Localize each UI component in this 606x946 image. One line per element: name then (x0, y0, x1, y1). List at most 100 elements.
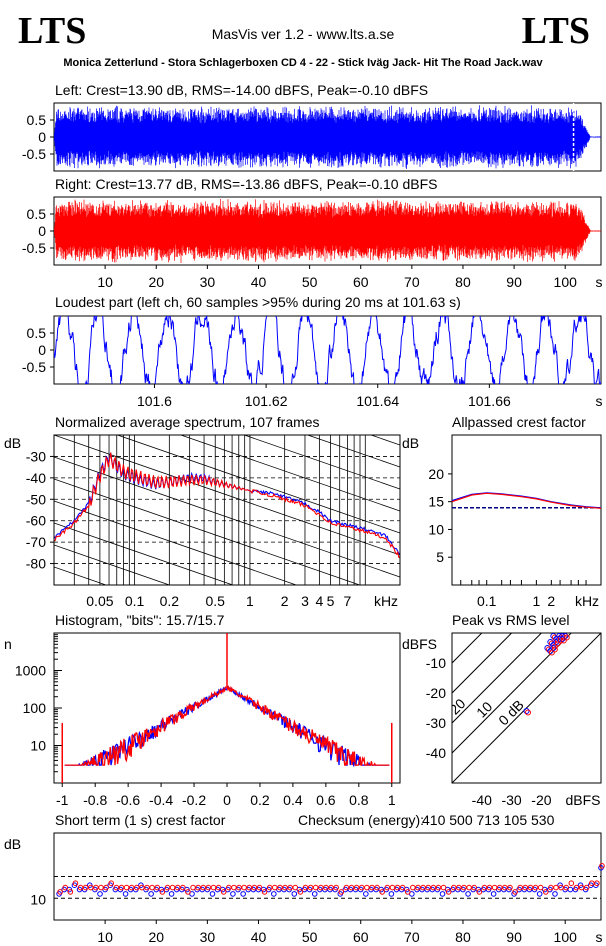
short-term-crest-right-point (174, 884, 181, 891)
short-term-crest-ylabel: dB (4, 836, 21, 852)
allpassed-crest-right-line (451, 492, 602, 509)
allpassed-crest-ytick-label: 15 (428, 494, 444, 510)
loudest-part-line (54, 316, 601, 384)
short-term-crest-left-point (465, 891, 471, 897)
short-term-crest-right-point (445, 889, 452, 895)
short-term-crest-left-point (291, 891, 298, 897)
file-name: Monica Zetterlund - Stora Schlagerboxen … (63, 57, 543, 69)
loudest-part-xtick-label: 101.66 (468, 393, 511, 409)
short-term-crest-xtick-label: 40 (251, 929, 267, 945)
right-waveform-xtick-label: 90 (506, 274, 522, 290)
short-term-crest-right-point (292, 884, 299, 891)
short-term-crest-right-point (532, 884, 539, 891)
short-term-crest-right-point (139, 884, 145, 891)
short-term-crest-right-point (144, 884, 150, 891)
logo-right: LTS (521, 10, 590, 52)
avg-spectrum-slope-line (179, 435, 400, 512)
short-term-crest-right-point (394, 884, 401, 891)
short-term-crest-left-point (148, 891, 154, 897)
short-term-crest-ytick-label: 10 (30, 891, 46, 907)
short-term-crest-xtick-label: 20 (148, 929, 164, 945)
loudest-part-xtick-label: 101.64 (356, 393, 399, 409)
avg-spectrum-slope-line (116, 435, 400, 534)
short-term-crest-right-point (82, 884, 89, 891)
short-term-crest-right-point (98, 884, 104, 891)
app-title: MasVis ver 1.2 - www.lts.a.se (211, 26, 395, 42)
histogram-xtick-label: 1 (388, 792, 396, 808)
short-term-crest-right-point (374, 884, 380, 891)
short-term-crest-right-point (200, 884, 207, 891)
short-term-crest-right-point (471, 884, 477, 891)
short-term-crest-right-point (558, 884, 564, 891)
peak-vs-rms-title: Peak vs RMS level (452, 612, 570, 628)
loudest-part-xtick-label: 101.62 (245, 393, 288, 409)
loudest-part-xunit: s (596, 393, 603, 409)
histogram-ytick-label: 1000 (15, 663, 46, 679)
short-term-crest-right-point (87, 884, 94, 891)
histogram-ylabel: n (4, 636, 12, 652)
loudest-part-title: Loudest part (left ch, 60 samples >95% d… (55, 294, 461, 310)
short-term-crest-right-point (502, 884, 508, 891)
histogram-xtick-label: -0.2 (182, 792, 206, 808)
short-term-crest-right-point (266, 884, 273, 891)
avg-spectrum-frame (53, 434, 401, 586)
short-term-crest-right-point (563, 884, 570, 891)
short-term-crest-right-point (205, 884, 212, 891)
short-term-crest-right-point (384, 884, 391, 891)
short-term-crest-xtick-label: 30 (200, 929, 216, 945)
short-term-crest-right-point (338, 889, 345, 895)
short-term-crest-right-point (404, 889, 411, 895)
left-waveform-waveform-path (54, 105, 601, 169)
short-term-crest-left-point (490, 891, 497, 897)
avg-spectrum-slope-line (54, 478, 361, 585)
short-term-crest-right-point (583, 884, 590, 891)
allpassed-crest-xtick-label: 1 (532, 593, 540, 609)
peak-vs-rms-crest-line (452, 633, 513, 694)
right-waveform-xtick-label: 50 (302, 274, 318, 290)
short-term-crest-right-point (573, 884, 580, 891)
loudest-part-ytick-label: -0.5 (22, 359, 46, 375)
short-term-crest-right-point (302, 884, 309, 891)
avg-spectrum-ytick-label: -70 (26, 534, 46, 550)
loudest-part-xtick-label: 101.6 (137, 393, 172, 409)
short-term-crest-right-point (185, 889, 191, 895)
loudest-part-ytick-label: 0 (38, 342, 46, 358)
allpassed-crest-ytick-label: 20 (428, 466, 444, 482)
peak-vs-rms-crest-label: 40 (393, 689, 415, 711)
short-term-crest-right-point (241, 884, 247, 891)
short-term-crest-xtick-label: 10 (97, 929, 113, 945)
short-term-crest-right-point (333, 884, 339, 891)
histogram-xtick-label: -0.8 (83, 792, 107, 808)
short-term-crest-right-point (67, 889, 74, 895)
short-term-crest-left-point (363, 891, 369, 897)
right-waveform-xtick-label: 60 (353, 274, 369, 290)
avg-spectrum-left-line (54, 452, 400, 556)
right-waveform-xtick-label: 10 (97, 274, 113, 290)
avg-spectrum-xtick-label: 4 (315, 593, 323, 609)
avg-spectrum-ytick-label: -30 (26, 448, 46, 464)
short-term-crest-right-point (430, 884, 437, 891)
allpassed-crest-xtick-label: 0.1 (477, 593, 497, 609)
short-term-crest-right-point (246, 884, 253, 891)
histogram-xtick-label: 0.4 (283, 792, 303, 808)
avg-spectrum-grid (54, 435, 400, 585)
short-term-crest-xunit: s (596, 929, 603, 945)
allpassed-crest-xtick-label: 2 (547, 593, 555, 609)
right-waveform-xtick-label: 20 (148, 274, 164, 290)
left-waveform-ytick-label: -0.5 (22, 146, 46, 162)
short-term-crest-right-point (180, 884, 186, 891)
left-waveform-ytick-label: 0.5 (27, 112, 47, 128)
peak-vs-rms-crest-label: 10 (473, 698, 495, 720)
short-term-crest-right-point (169, 884, 176, 891)
short-term-crest-right-point (108, 880, 115, 887)
histogram-xtick-label: -1 (56, 792, 69, 808)
loudest-part-ytick-label: 0.5 (27, 325, 47, 341)
short-term-crest-xtick-label: 80 (455, 929, 471, 945)
avg-spectrum-xtick-label: 7 (344, 593, 352, 609)
short-term-crest-right-point (553, 884, 559, 891)
avg-spectrum-title: Normalized average spectrum, 107 frames (55, 414, 320, 430)
short-term-crest-left-point (97, 891, 103, 897)
right-waveform-xtick-label: 40 (251, 274, 267, 290)
short-term-crest-right-point (287, 884, 293, 891)
